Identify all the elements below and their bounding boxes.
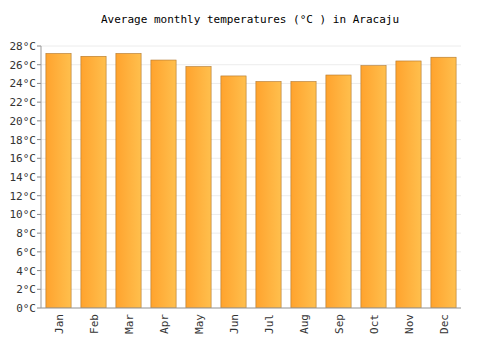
y-tick-label: 26°C bbox=[10, 59, 37, 72]
bar bbox=[186, 67, 211, 308]
bar bbox=[151, 60, 176, 308]
y-tick-label: 12°C bbox=[10, 190, 37, 203]
x-tick-label: May bbox=[193, 314, 206, 334]
bar bbox=[326, 75, 351, 308]
grid-line bbox=[41, 46, 461, 47]
x-tick-label: Mar bbox=[123, 314, 136, 334]
tick-mark bbox=[37, 270, 41, 271]
y-tick-label: 24°C bbox=[10, 77, 37, 90]
tick-mark bbox=[37, 64, 41, 65]
tick-mark bbox=[37, 46, 41, 47]
tick-mark bbox=[37, 195, 41, 196]
grid-line bbox=[41, 308, 461, 309]
y-tick-label: 20°C bbox=[10, 115, 37, 128]
y-tick-label: 2°C bbox=[16, 283, 36, 296]
tick-mark bbox=[37, 251, 41, 252]
tick-mark bbox=[37, 233, 41, 234]
bars bbox=[46, 53, 456, 308]
tick-mark bbox=[37, 83, 41, 84]
y-axis bbox=[41, 46, 42, 308]
bar bbox=[46, 53, 71, 308]
y-tick-label: 28°C bbox=[10, 40, 37, 53]
bar bbox=[396, 61, 421, 308]
y-tick-label: 22°C bbox=[10, 96, 37, 109]
x-tick-label: Aug bbox=[298, 314, 311, 334]
y-tick-label: 0°C bbox=[16, 302, 36, 315]
y-tick-label: 4°C bbox=[16, 265, 36, 278]
bar bbox=[291, 82, 316, 308]
tick-mark bbox=[37, 158, 41, 159]
x-tick-label: Jul bbox=[263, 314, 276, 334]
bar bbox=[431, 57, 456, 308]
tick-mark bbox=[37, 308, 41, 309]
x-tick-label: Jan bbox=[53, 314, 66, 334]
x-tick-label: Jun bbox=[228, 314, 241, 334]
tick-mark bbox=[37, 139, 41, 140]
x-tick-label: Feb bbox=[88, 314, 101, 334]
bar bbox=[361, 66, 386, 308]
title: Average monthly temperatures (°C ) in Ar… bbox=[101, 13, 399, 26]
tick-mark bbox=[37, 102, 41, 103]
x-tick-label: Oct bbox=[368, 314, 381, 334]
y-tick-label: 14°C bbox=[10, 171, 37, 184]
bar bbox=[256, 82, 281, 308]
x-tick-label: Nov bbox=[403, 314, 416, 334]
tick-mark bbox=[37, 214, 41, 215]
y-tick-label: 10°C bbox=[10, 208, 37, 221]
bar bbox=[221, 76, 246, 308]
chart: Average monthly temperatures (°C ) in Ar… bbox=[0, 0, 500, 350]
tick-mark bbox=[37, 120, 41, 121]
y-tick-label: 6°C bbox=[16, 246, 36, 259]
x-tick-label: Dec bbox=[438, 314, 451, 334]
tick-mark bbox=[37, 177, 41, 178]
y-tick-label: 18°C bbox=[10, 134, 37, 147]
bar bbox=[81, 56, 106, 308]
y-tick-label: 8°C bbox=[16, 227, 36, 240]
x-tick-label: Sep bbox=[333, 314, 346, 334]
tick-mark bbox=[37, 289, 41, 290]
x-axis bbox=[41, 308, 461, 309]
x-tick-label: Apr bbox=[158, 314, 171, 334]
y-tick-label: 16°C bbox=[10, 152, 37, 165]
bar bbox=[116, 53, 141, 308]
